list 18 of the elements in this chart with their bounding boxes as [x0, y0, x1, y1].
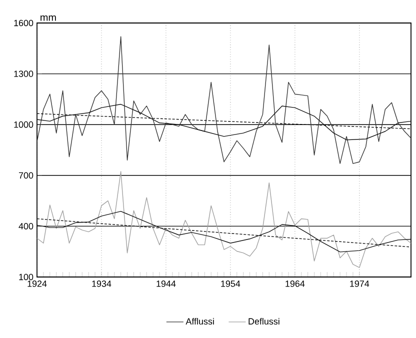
- x-tick-label: 1934: [92, 280, 112, 287]
- x-tick-label: 1974: [350, 280, 370, 287]
- x-tick-label: 1944: [156, 280, 176, 287]
- y-axis-title: mm: [40, 15, 56, 21]
- legend-label: Deflussi: [248, 318, 280, 325]
- line-series: [37, 36, 411, 164]
- x-tick-label: 1924: [28, 280, 47, 287]
- x-tick-label: 1964: [286, 280, 305, 287]
- legend-label: Afflussi: [186, 318, 214, 325]
- y-tick-label: 700: [18, 172, 34, 179]
- x-tick-label: 1954: [221, 280, 240, 287]
- y-tick-label: 400: [18, 223, 34, 230]
- y-tick-label: 1300: [14, 70, 34, 77]
- line-series: [37, 104, 411, 140]
- line-series: [37, 171, 411, 268]
- y-tick-label: 1000: [14, 121, 34, 128]
- y-tick-label: 1600: [14, 20, 34, 26]
- y-tick-label: 100: [19, 274, 34, 280]
